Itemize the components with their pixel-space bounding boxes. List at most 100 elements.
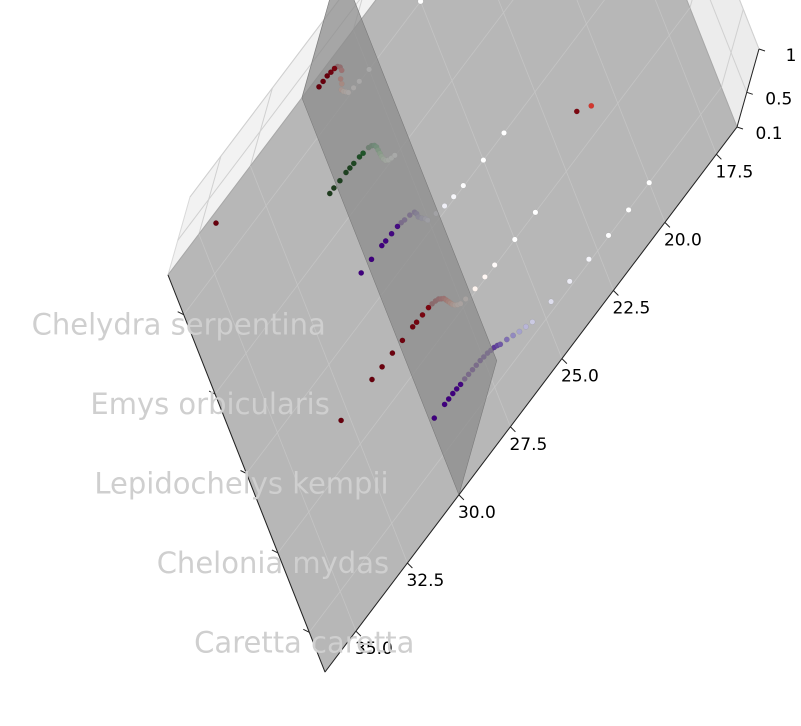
x-tick-label: 30.0 [458,503,496,523]
z-tick-label: 0.1 [755,124,782,144]
species-tick-label: Emys orbicularis [90,387,329,421]
data-point-chelydra-serpentina [320,78,326,85]
data-point-caretta-caretta [503,336,510,343]
data-point-caretta-caretta [548,298,554,305]
gridline-z-back [189,0,340,198]
reference-plane-surface [301,0,498,496]
x-axis-line [324,126,738,673]
base-gridline-x [654,0,717,155]
data-point-lepidochelys-kempii [382,238,389,244]
species-tick-label: Chelydra serpentina [32,308,326,342]
data-point-chelonia-mydas [419,311,426,318]
base-gridline-species [183,0,423,315]
data-point-lepidochelys-kempii [501,129,507,136]
x-tick-mark [407,562,413,569]
data-point-chelydra-serpentina [331,65,338,72]
data-point-lepidochelys-kempii [378,242,385,249]
data-point-emys-orbicularis [343,169,349,176]
species-tick-label: Caretta caretta [194,625,414,659]
data-point-emys-orbicularis [360,150,366,157]
x-tick-label: 25.0 [561,367,599,387]
z-tick-mark [758,48,766,52]
base-gridline-species [246,0,605,474]
x-tick-mark [664,222,671,228]
data-point-chelonia-mydas [588,102,595,109]
data-point-chelonia-mydas [481,273,488,280]
data-point-emys-orbicularis [330,185,337,191]
base-gridline-species [277,7,691,554]
data-point-chelonia-mydas [511,236,518,243]
data-point-chelydra-serpentina [324,73,331,79]
x-tick-mark [355,630,362,637]
x-tick-mark [510,426,516,433]
x-tick-label: 22.5 [612,299,650,319]
species-tick-mark [177,311,184,316]
data-point-caretta-caretta [449,390,456,397]
data-point-chelonia-mydas [532,209,539,216]
gridline-x-wall [198,155,222,235]
z-axis-line [736,48,760,128]
x-tick-mark [716,153,722,160]
data-point-caretta-caretta [497,341,504,348]
z-tick-label: 0.5 [765,89,792,109]
data-point-chelonia-mydas [573,108,580,115]
x-tick-label: 17.5 [715,162,753,182]
data-point-lepidochelys-kempii [450,193,457,200]
data-point-lepidochelys-kempii [394,223,401,230]
x-tick-mark [613,290,619,296]
data-point-chelonia-mydas [379,363,385,370]
x-tick-label: 20.0 [664,230,702,250]
data-point-lepidochelys-kempii [358,269,365,276]
data-point-emys-orbicularis [346,165,353,171]
data-point-chelonia-mydas [491,262,498,268]
axis-labels: 17.5 20.0 22.5 25.0 27.5 30.0 32.5 35.0 0.1 0.5 1 C… [32,46,797,673]
data-point-lepidochelys-kempii [368,256,375,263]
data-point-caretta-caretta [441,401,448,408]
base-gridline-species [214,0,514,395]
data-point-chelonia-mydas [338,417,344,424]
species-tick-mark [240,470,247,474]
data-point-chelydra-serpentina [327,69,334,76]
data-point-chelydra-serpentina [417,0,424,5]
x-tick-mark [561,358,568,364]
base-gridline-species [308,87,722,633]
data-point-caretta-caretta [566,278,573,285]
data-point-caretta-caretta [646,179,653,186]
data-point-chelonia-mydas [425,304,432,311]
z-tick-label: 1 [786,46,797,66]
x-tick-label: 35.0 [355,639,393,659]
species-tick-mark [208,390,216,395]
data-point-caretta-caretta [516,328,523,335]
data-point-caretta-caretta [510,332,516,339]
data-point-chelonia-mydas [472,285,478,292]
gridline-z-back [177,0,361,241]
data-point-emys-orbicularis [336,177,343,184]
data-point-emys-orbicularis [326,190,333,197]
data-point-lepidochelys-kempii [388,230,395,237]
data-point-caretta-caretta [431,415,438,421]
data-point-caretta-caretta [605,232,612,239]
species-tick-mark [303,628,310,633]
reference-plane [301,0,498,496]
x-tick-label: 32.5 [406,571,444,591]
data-point-caretta-caretta [586,256,592,263]
points-front-of-plane [213,65,464,424]
data-point-chelydra-serpentina [316,83,322,90]
data-point-caretta-caretta [523,323,529,330]
data-point-emys-orbicularis [356,153,363,160]
species-tick-label: Lepidochelys kempii [94,467,388,501]
data-point-lepidochelys-kempii [480,157,487,164]
data-point-caretta-caretta [529,318,536,325]
data-point-caretta-caretta [625,206,632,213]
data-point-chelonia-mydas [413,319,420,326]
data-point-chelonia-mydas [369,376,375,383]
species-tick-label: Chelonia mydas [157,546,389,580]
data-point-caretta-caretta [453,385,460,392]
gridline-species-wall [720,9,744,88]
x-tick-label: 27.5 [509,435,547,455]
z-tick-mark [736,126,744,130]
data-point-emys-orbicularis [350,160,357,167]
species-tick-mark [271,549,279,554]
